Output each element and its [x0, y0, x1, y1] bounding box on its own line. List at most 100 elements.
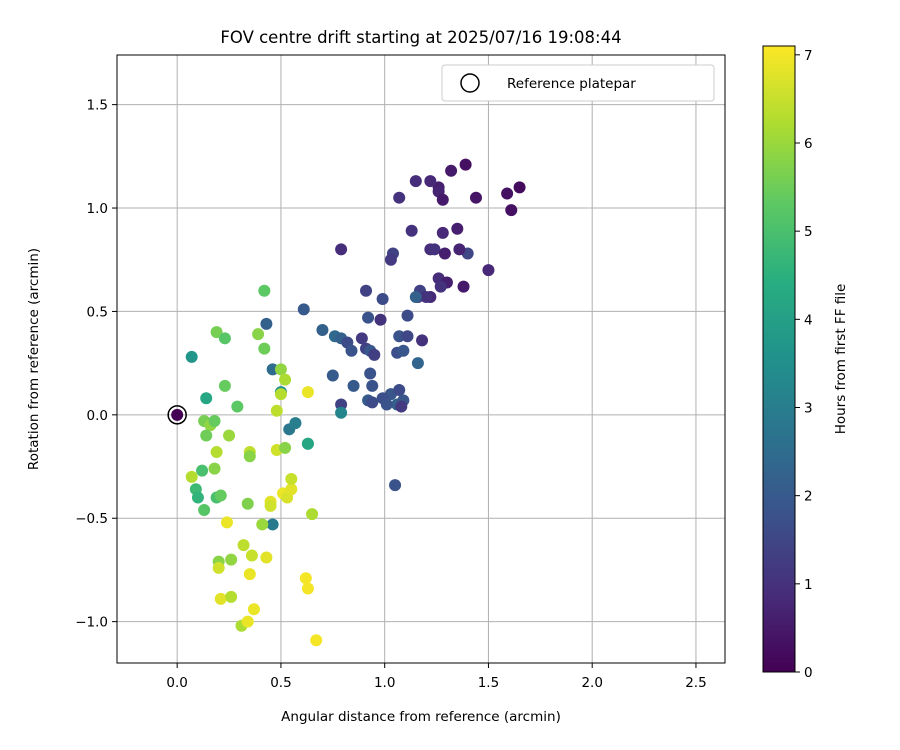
scatter-point	[243, 450, 256, 463]
scatter-point	[220, 516, 233, 529]
scatter-point	[409, 175, 422, 188]
scatter-point	[453, 243, 466, 256]
scatter-point	[445, 164, 458, 177]
scatter-point	[289, 417, 302, 430]
x-tick-label: 2.0	[581, 675, 602, 691]
scatter-point	[424, 175, 437, 188]
scatter-point	[299, 572, 312, 585]
scatter-point	[397, 344, 410, 357]
scatter-point	[364, 367, 377, 380]
scatter-point	[360, 284, 373, 297]
scatter-point	[200, 429, 213, 442]
plot-frame	[116, 54, 726, 664]
x-tick-label: 0.5	[270, 675, 291, 691]
scatter-point	[214, 489, 227, 502]
scatter-point	[428, 243, 441, 256]
y-axis-ticks: −1.0 −0.5 0.0 0.5 1.0 1.5	[75, 98, 117, 631]
scatter-point	[335, 398, 348, 411]
scatter-point	[301, 386, 314, 399]
scatter-point	[241, 497, 254, 510]
legend-reference-marker	[460, 73, 480, 93]
colorbar-tick-label: 3	[804, 400, 813, 416]
scatter-point	[285, 472, 298, 485]
scatter-point	[279, 373, 292, 386]
scatter-point	[374, 313, 387, 326]
scatter-point	[243, 568, 256, 581]
scatter-point	[198, 503, 211, 516]
scatter-point	[451, 222, 464, 235]
scatter-point	[218, 332, 231, 345]
x-tick-label: 1.0	[374, 675, 395, 691]
colorbar-tick-label: 4	[804, 312, 813, 328]
scatter-point	[355, 332, 368, 345]
reference-marker	[167, 405, 187, 425]
scatter-point	[258, 342, 271, 355]
scatter-point	[200, 392, 213, 405]
scatter-point	[310, 634, 323, 647]
scatter-point	[380, 398, 393, 411]
scatter-point	[208, 462, 221, 475]
scatter-point	[505, 204, 518, 217]
colorbar-label: Hours from first FF file	[833, 284, 849, 435]
grid	[117, 55, 725, 663]
scatter-point	[482, 264, 495, 277]
scatter-point	[266, 518, 279, 531]
scatter-point	[434, 280, 447, 293]
scatter-point	[258, 284, 271, 297]
scatter-point	[247, 603, 260, 616]
scatter-point	[225, 590, 238, 603]
x-axis-ticks: 0.0 0.5 1.0 1.5 2.0 2.5	[166, 663, 707, 691]
colorbar-tick-label: 7	[804, 48, 813, 64]
scatter-point	[345, 344, 358, 357]
scatter-point	[405, 224, 418, 237]
scatter-point	[231, 400, 244, 413]
scatter-point	[436, 193, 449, 206]
scatter-point	[212, 561, 225, 574]
scatter-point	[245, 549, 258, 562]
y-axis-label: Rotation from reference (arcmin)	[26, 248, 42, 470]
scatter-point	[459, 158, 472, 171]
scatter-point	[366, 379, 379, 392]
scatter-point	[241, 615, 254, 628]
scatter-point	[469, 191, 482, 204]
colorbar-gradient	[762, 45, 796, 673]
scatter-points	[185, 158, 526, 647]
scatter-point	[335, 243, 348, 256]
scatter-point	[436, 226, 449, 239]
y-tick-label: −0.5	[75, 511, 108, 527]
scatter-point	[401, 309, 414, 322]
scatter-point	[393, 384, 406, 397]
scatter-point	[225, 553, 238, 566]
scatter-point	[347, 379, 360, 392]
scatter-point	[270, 404, 283, 417]
scatter-point	[457, 280, 470, 293]
scatter-point	[395, 400, 408, 413]
scatter-point	[208, 415, 221, 428]
y-tick-label: −1.0	[75, 615, 108, 631]
scatter-point	[438, 247, 451, 260]
scatter-point	[210, 326, 223, 339]
scatter-point	[335, 406, 348, 419]
colorbar: 0 1 2 3 4 5 6 7 Hours from first FF file	[762, 45, 849, 681]
reference-point	[171, 408, 184, 421]
scatter-point	[366, 396, 379, 409]
scatter-point	[218, 379, 231, 392]
colorbar-tick-label: 5	[804, 224, 813, 240]
scatter-point	[376, 293, 389, 306]
scatter-point	[279, 441, 292, 454]
colorbar-tick-label: 2	[804, 489, 813, 505]
scatter-point	[274, 363, 287, 376]
scatter-point	[237, 539, 250, 552]
x-tick-label: 2.5	[685, 675, 706, 691]
colorbar-tick-label: 6	[804, 136, 813, 152]
scatter-point	[185, 470, 198, 483]
scatter-point	[301, 437, 314, 450]
scatter-point	[306, 508, 319, 521]
scatter-point	[185, 350, 198, 363]
scatter-point	[393, 330, 406, 343]
legend-box	[441, 64, 715, 102]
scatter-point	[401, 330, 414, 343]
y-tick-label: 1.0	[87, 201, 108, 217]
scatter-point	[326, 369, 339, 382]
scatter-point	[196, 464, 209, 477]
